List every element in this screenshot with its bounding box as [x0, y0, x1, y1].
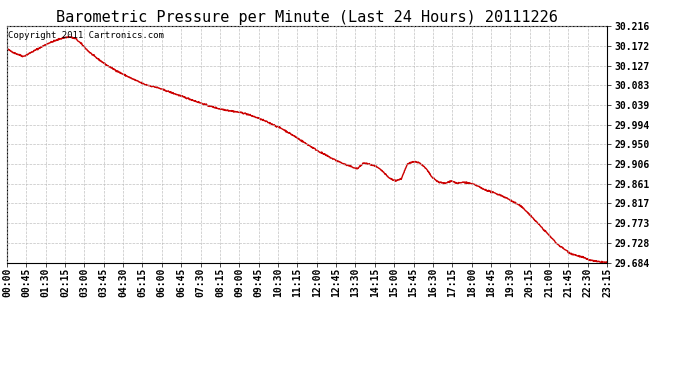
Title: Barometric Pressure per Minute (Last 24 Hours) 20111226: Barometric Pressure per Minute (Last 24 … [56, 10, 558, 25]
Text: Copyright 2011 Cartronics.com: Copyright 2011 Cartronics.com [8, 31, 164, 40]
